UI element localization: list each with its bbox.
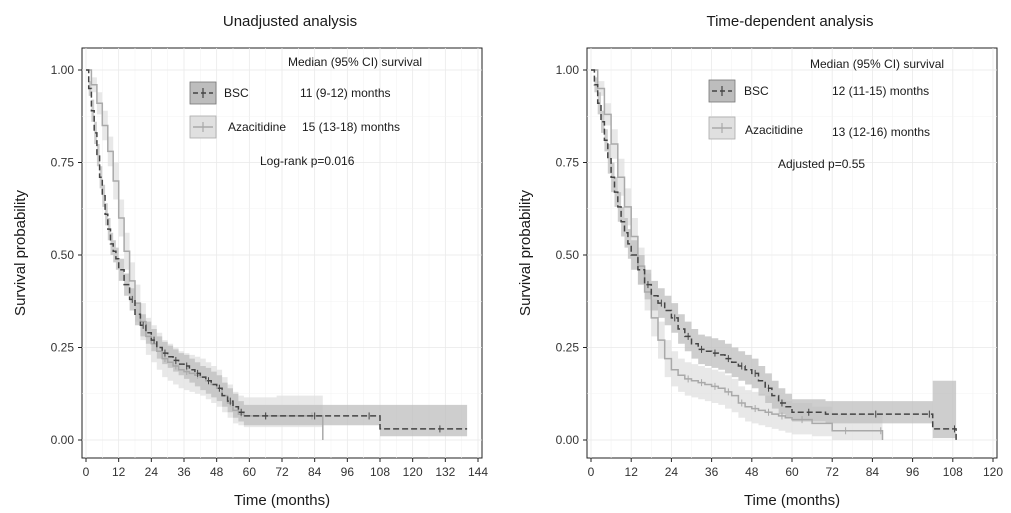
legend-label-bsc: BSC — [744, 84, 769, 98]
survival-curve-azacitidine — [591, 69, 884, 440]
y-tick-label: 0.00 — [51, 433, 75, 447]
legend-header: Median (95% CI) survival — [810, 57, 944, 71]
x-axis-title: Time (months) — [234, 492, 330, 509]
x-tick-label: 72 — [826, 465, 840, 479]
x-tick-label: 12 — [625, 465, 639, 479]
legend-median-azacitidine: 15 (13-18) months — [302, 120, 400, 134]
legend-median-bsc: 11 (9-12) months — [300, 86, 391, 100]
ticks-left: 0 12 24 36 48 60 72 84 96 108 120 132 144 0.00 0.25 0.5… — [51, 63, 489, 479]
y-tick-label: 0.75 — [51, 156, 75, 170]
survival-curve-bsc — [591, 69, 957, 440]
ticks-right: 0 12 24 36 48 60 72 84 96 108 120 0.00 0.25 0.50 0.75 1… — [556, 63, 1004, 479]
x-tick-label: 132 — [435, 465, 455, 479]
legend-label-bsc: BSC — [224, 86, 249, 100]
y-tick-label: 0.50 — [556, 248, 580, 262]
legend-header: Median (95% CI) survival — [288, 55, 422, 69]
plot-layer-left — [82, 48, 482, 458]
x-tick-label: 120 — [403, 465, 423, 479]
x-tick-label: 60 — [785, 465, 799, 479]
legend-label-azacitidine: Azacitidine — [745, 123, 803, 137]
y-axis-title: Survival probability — [12, 190, 29, 316]
x-tick-label: 84 — [866, 465, 880, 479]
p-value-annotation: Log-rank p=0.016 — [260, 154, 355, 168]
x-tick-label: 144 — [468, 465, 488, 479]
y-tick-label: 0.25 — [51, 341, 75, 355]
panel-right: Time-dependent analysis Median (95% CI) … — [517, 13, 1003, 509]
y-axis-title: Survival probability — [517, 190, 534, 316]
x-tick-label: 84 — [308, 465, 322, 479]
p-value-annotation: Adjusted p=0.55 — [778, 157, 865, 171]
survival-curve-bsc — [86, 69, 468, 430]
x-tick-label: 96 — [341, 465, 355, 479]
y-tick-label: 1.00 — [51, 63, 75, 77]
y-tick-label: 0.25 — [556, 341, 580, 355]
x-tick-label: 48 — [745, 465, 759, 479]
x-tick-label: 60 — [243, 465, 257, 479]
legend-label-azacitidine: Azacitidine — [228, 120, 286, 134]
x-tick-label: 24 — [665, 465, 679, 479]
legend-median-azacitidine: 13 (12-16) months — [832, 125, 930, 139]
x-tick-label: 48 — [210, 465, 224, 479]
x-tick-label: 12 — [112, 465, 126, 479]
x-tick-label: 0 — [588, 465, 595, 479]
legend: Median (95% CI) survival BSC 11 (9-12) m… — [189, 55, 422, 139]
x-axis-title: Time (months) — [744, 492, 840, 509]
x-tick-label: 36 — [705, 465, 719, 479]
x-tick-label: 108 — [370, 465, 390, 479]
x-tick-label: 36 — [177, 465, 191, 479]
x-tick-label: 72 — [275, 465, 289, 479]
y-tick-label: 0.00 — [556, 433, 580, 447]
ci-band-bsc — [591, 70, 957, 439]
x-tick-label: 120 — [983, 465, 1003, 479]
x-tick-label: 0 — [83, 465, 90, 479]
plot-layer-right — [587, 48, 997, 458]
x-tick-label: 96 — [906, 465, 920, 479]
y-tick-label: 0.50 — [51, 248, 75, 262]
legend-median-bsc: 12 (11-15) months — [832, 84, 929, 98]
panel-left: Unadjusted analysis Median (95% CI) surv… — [12, 13, 488, 509]
y-tick-label: 0.75 — [556, 156, 580, 170]
x-tick-label: 24 — [145, 465, 159, 479]
legend: Median (95% CI) survival BSC 12 (11-15) … — [708, 57, 944, 140]
chart-title: Time-dependent analysis — [706, 13, 873, 30]
chart-title: Unadjusted analysis — [223, 13, 357, 30]
x-tick-label: 108 — [943, 465, 963, 479]
y-tick-label: 1.00 — [556, 63, 580, 77]
ci-band-azacitidine — [591, 70, 883, 440]
